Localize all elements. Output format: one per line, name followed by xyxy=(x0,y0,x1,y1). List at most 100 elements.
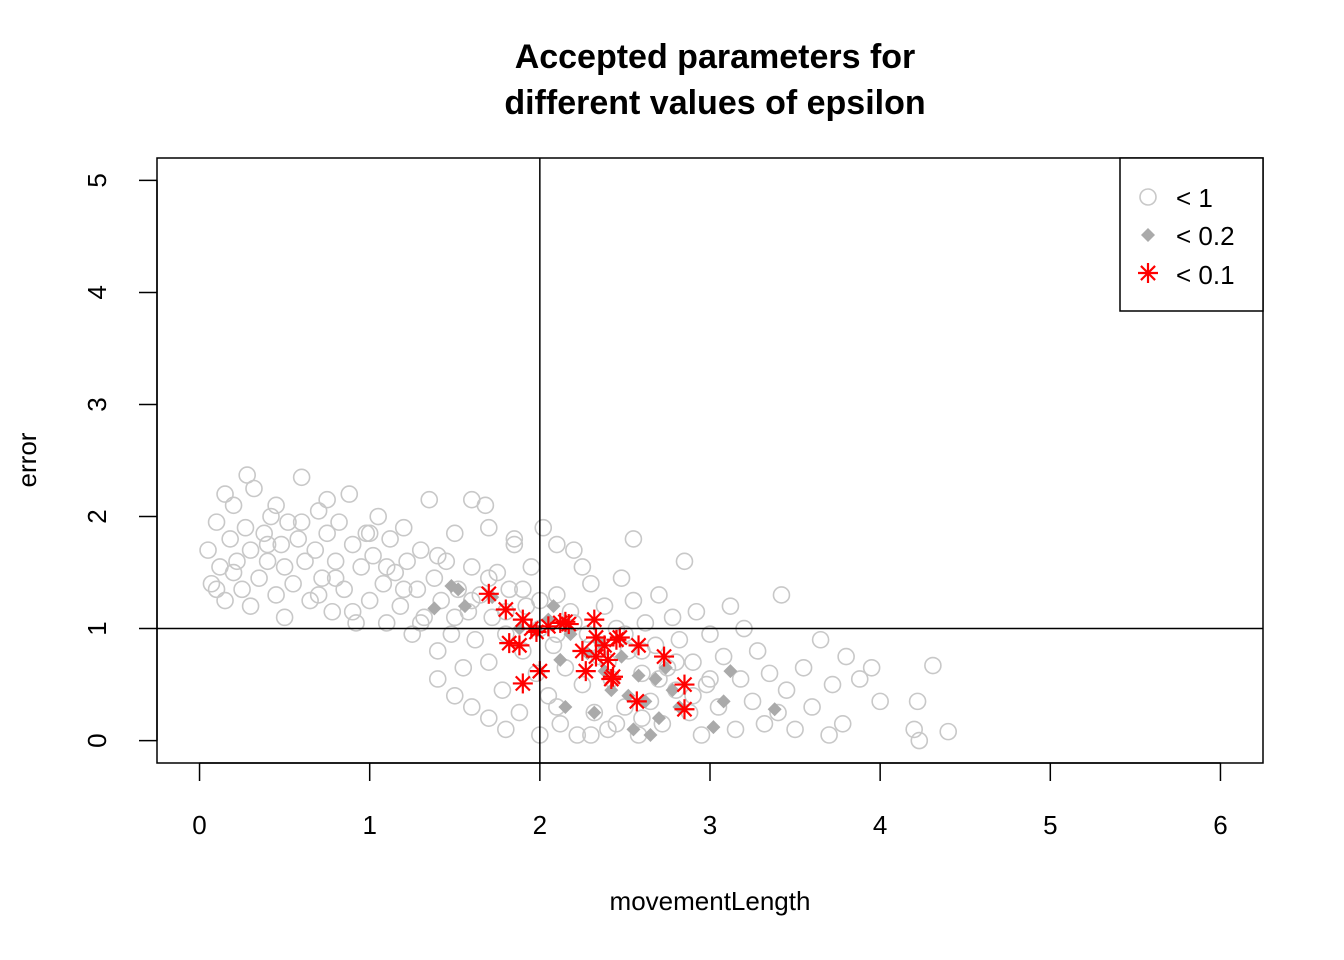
data-point xyxy=(714,647,733,666)
data-point xyxy=(391,597,410,615)
data-point xyxy=(340,485,359,503)
data-point xyxy=(614,649,629,664)
x-tick-label: 6 xyxy=(1213,810,1227,840)
data-point xyxy=(871,692,889,711)
y-tick-label: 2 xyxy=(82,509,112,523)
data-point xyxy=(279,513,297,531)
data-point xyxy=(837,647,855,666)
data-point xyxy=(706,720,721,735)
data-point xyxy=(862,658,881,677)
data-point xyxy=(360,591,379,610)
data-point xyxy=(454,658,473,677)
data-point xyxy=(674,674,695,695)
data-point xyxy=(221,530,239,548)
data-point xyxy=(755,714,774,733)
data-point xyxy=(527,664,546,683)
data-point xyxy=(323,602,342,621)
data-point xyxy=(512,609,533,630)
data-point xyxy=(462,698,481,716)
data-point xyxy=(216,591,234,610)
data-point xyxy=(658,660,673,675)
legend-symbol xyxy=(1138,263,1158,283)
y-tick-label: 1 xyxy=(82,621,112,635)
data-point xyxy=(794,658,813,677)
legend-symbol xyxy=(1139,188,1157,206)
data-point xyxy=(595,597,614,615)
data-point xyxy=(636,614,655,632)
data-point xyxy=(301,591,319,610)
data-point xyxy=(374,574,393,593)
data-point xyxy=(633,709,651,727)
data-point xyxy=(364,546,382,565)
data-point xyxy=(582,574,600,593)
data-point xyxy=(731,670,750,688)
x-tick-label: 5 xyxy=(1043,810,1057,840)
data-point xyxy=(377,558,396,576)
y-tick-label: 5 xyxy=(82,173,112,187)
data-point xyxy=(604,683,619,698)
data-point xyxy=(500,580,519,599)
legend-label-lt-1: < 1 xyxy=(1176,183,1213,213)
data-point xyxy=(908,692,927,711)
data-point xyxy=(479,518,498,537)
data-point xyxy=(621,688,636,703)
y-axis: 0 1 2 3 4 5 xyxy=(82,173,158,748)
data-point xyxy=(445,608,464,627)
y-axis-label: error xyxy=(12,432,42,487)
data-point xyxy=(573,558,592,576)
data-point xyxy=(743,692,762,711)
data-point xyxy=(786,720,804,739)
data-point xyxy=(479,653,498,671)
data-point xyxy=(585,646,606,667)
chart-title-line-2: different values of epsilon xyxy=(504,84,925,122)
data-point xyxy=(309,586,328,604)
data-point xyxy=(330,513,348,531)
data-point xyxy=(428,670,447,688)
series-3 xyxy=(478,583,695,720)
data-point xyxy=(207,580,226,599)
data-point xyxy=(386,563,405,582)
data-point xyxy=(420,490,439,509)
data-point xyxy=(510,703,529,722)
data-point xyxy=(624,530,643,548)
data-point xyxy=(551,714,570,733)
data-point xyxy=(202,574,221,593)
data-point xyxy=(267,586,285,604)
data-point xyxy=(408,580,427,599)
data-point xyxy=(224,563,243,582)
data-point xyxy=(850,670,869,688)
data-point xyxy=(654,646,675,667)
data-point xyxy=(394,580,413,599)
data-point xyxy=(573,675,592,694)
data-point xyxy=(241,541,260,559)
data-point xyxy=(236,518,255,537)
data-point xyxy=(584,609,605,630)
data-point xyxy=(624,591,643,610)
data-point xyxy=(546,599,561,614)
data-point xyxy=(512,673,533,694)
data-point xyxy=(769,703,787,722)
data-point xyxy=(403,625,422,643)
data-point xyxy=(709,698,728,716)
data-point xyxy=(292,513,311,531)
data-point xyxy=(428,546,447,565)
data-point xyxy=(255,524,273,543)
data-point xyxy=(558,614,579,635)
data-point xyxy=(497,720,515,739)
data-point xyxy=(603,666,624,687)
data-point xyxy=(626,691,647,712)
data-point xyxy=(643,727,658,742)
data-point xyxy=(628,635,649,656)
data-point xyxy=(428,642,447,660)
data-point xyxy=(534,518,553,537)
data-point xyxy=(493,681,512,699)
data-point xyxy=(326,569,345,587)
data-point xyxy=(275,558,294,576)
data-point xyxy=(631,668,646,683)
data-point xyxy=(394,518,413,537)
data-point xyxy=(599,720,617,739)
data-point xyxy=(296,552,314,571)
data-point xyxy=(233,580,251,599)
data-point xyxy=(568,726,587,744)
data-point xyxy=(701,625,719,643)
